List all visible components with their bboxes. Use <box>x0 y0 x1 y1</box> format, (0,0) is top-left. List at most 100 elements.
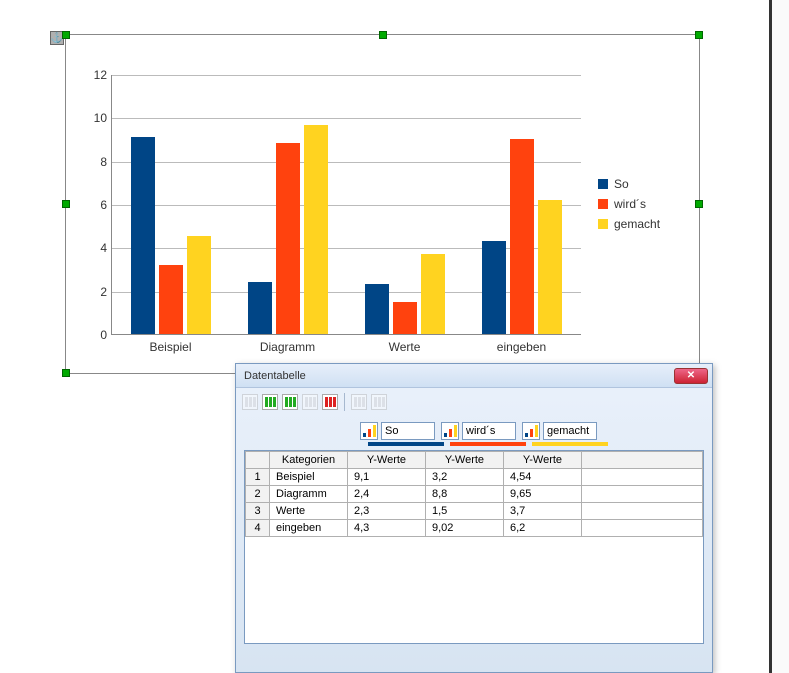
resize-handle-tc[interactable] <box>379 31 387 39</box>
table-header[interactable]: Y-Werte <box>504 452 582 469</box>
legend-item: So <box>598 177 660 191</box>
table-cell[interactable]: 9,02 <box>426 520 504 537</box>
legend-item: gemacht <box>598 217 660 231</box>
table-header[interactable] <box>582 452 703 469</box>
table-cell-empty[interactable] <box>582 486 703 503</box>
move-right-icon <box>371 394 387 410</box>
series-name-input[interactable] <box>462 422 516 440</box>
move-left-icon <box>351 394 367 410</box>
resize-handle-tl[interactable] <box>62 31 70 39</box>
delete-col-red-icon[interactable] <box>322 394 338 410</box>
bar <box>159 265 183 334</box>
series-block <box>441 422 516 440</box>
table-cell-empty[interactable] <box>582 520 703 537</box>
table-cell[interactable]: 9,1 <box>348 469 426 486</box>
bar <box>510 139 534 334</box>
y-axis-label: 4 <box>82 241 107 255</box>
row-number[interactable]: 2 <box>246 486 270 503</box>
legend-label: wird´s <box>614 197 646 211</box>
table-header[interactable] <box>246 452 270 469</box>
series-name-input[interactable] <box>381 422 435 440</box>
y-axis-label: 2 <box>82 285 107 299</box>
resize-handle-bl[interactable] <box>62 369 70 377</box>
bar <box>187 236 211 334</box>
table-cell-empty[interactable] <box>582 503 703 520</box>
table-cell[interactable]: 1,5 <box>426 503 504 520</box>
gridline <box>112 75 581 76</box>
legend-swatch <box>598 179 608 189</box>
table-cell[interactable]: Beispiel <box>270 469 348 486</box>
table-cell[interactable]: 8,8 <box>426 486 504 503</box>
legend-label: gemacht <box>614 217 660 231</box>
x-axis-label: Beispiel <box>149 340 191 354</box>
x-axis-label: Werte <box>389 340 421 354</box>
table-header[interactable]: Kategorien <box>270 452 348 469</box>
table-cell[interactable]: 2,4 <box>348 486 426 503</box>
row-number[interactable]: 1 <box>246 469 270 486</box>
insert-row-icon <box>242 394 258 410</box>
dialog-toolbar <box>236 388 712 416</box>
table-cell[interactable]: 4,54 <box>504 469 582 486</box>
resize-handle-mr[interactable] <box>695 200 703 208</box>
insert-col-green2-icon[interactable] <box>282 394 298 410</box>
legend-swatch <box>598 219 608 229</box>
table-cell[interactable]: 3,2 <box>426 469 504 486</box>
table-cell[interactable]: Diagramm <box>270 486 348 503</box>
chart-type-icon[interactable] <box>360 422 378 440</box>
dialog-titlebar[interactable]: Datentabelle ✕ <box>236 364 712 388</box>
data-grid[interactable]: KategorienY-WerteY-WerteY-Werte1Beispiel… <box>244 450 704 644</box>
y-axis-label: 10 <box>82 111 107 125</box>
table-row[interactable]: 4eingeben4,39,026,2 <box>246 520 703 537</box>
bar <box>538 200 562 334</box>
table-cell[interactable]: 4,3 <box>348 520 426 537</box>
series-block <box>360 422 435 440</box>
table-header[interactable]: Y-Werte <box>426 452 504 469</box>
dialog-title: Datentabelle <box>240 370 674 382</box>
series-header-row <box>352 416 712 440</box>
legend-item: wird´s <box>598 197 660 211</box>
series-name-input[interactable] <box>543 422 597 440</box>
resize-handle-tr[interactable] <box>695 31 703 39</box>
y-axis-label: 8 <box>82 155 107 169</box>
table-row[interactable]: 2Diagramm2,48,89,65 <box>246 486 703 503</box>
gridline <box>112 118 581 119</box>
resize-handle-ml[interactable] <box>62 200 70 208</box>
page-right-margin <box>769 0 789 673</box>
row-number[interactable]: 3 <box>246 503 270 520</box>
table-cell[interactable]: 9,65 <box>504 486 582 503</box>
table-header[interactable]: Y-Werte <box>348 452 426 469</box>
table-cell[interactable]: 2,3 <box>348 503 426 520</box>
legend-label: So <box>614 177 629 191</box>
chart-type-icon[interactable] <box>441 422 459 440</box>
chart-object[interactable]: ⚓ 024681012BeispielDiagrammWerteeingeben… <box>65 34 700 374</box>
table-row[interactable]: 3Werte2,31,53,7 <box>246 503 703 520</box>
series-underline <box>368 442 444 446</box>
y-axis-label: 6 <box>82 198 107 212</box>
series-underline <box>450 442 526 446</box>
table-cell-empty[interactable] <box>582 469 703 486</box>
table-row[interactable]: 1Beispiel9,13,24,54 <box>246 469 703 486</box>
bar <box>393 302 417 335</box>
table-cell[interactable]: 3,7 <box>504 503 582 520</box>
toolbar-separator <box>344 393 345 411</box>
insert-col-green-icon[interactable] <box>262 394 278 410</box>
bar <box>248 282 272 334</box>
table-cell[interactable]: 6,2 <box>504 520 582 537</box>
legend-swatch <box>598 199 608 209</box>
series-block <box>522 422 597 440</box>
x-axis-label: eingeben <box>497 340 546 354</box>
table-cell[interactable]: Werte <box>270 503 348 520</box>
bar <box>365 284 389 334</box>
bar <box>482 241 506 334</box>
series-underline-row <box>360 440 712 450</box>
bar <box>131 137 155 334</box>
chart-type-icon[interactable] <box>522 422 540 440</box>
row-number[interactable]: 4 <box>246 520 270 537</box>
table-cell[interactable]: eingeben <box>270 520 348 537</box>
y-axis-label: 12 <box>82 68 107 82</box>
bar <box>421 254 445 334</box>
bar <box>276 143 300 334</box>
close-button[interactable]: ✕ <box>674 368 708 384</box>
data-table-dialog[interactable]: Datentabelle ✕ KategorienY-WerteY-WerteY… <box>235 363 713 673</box>
chart-legend: So wird´s gemacht <box>598 177 660 237</box>
